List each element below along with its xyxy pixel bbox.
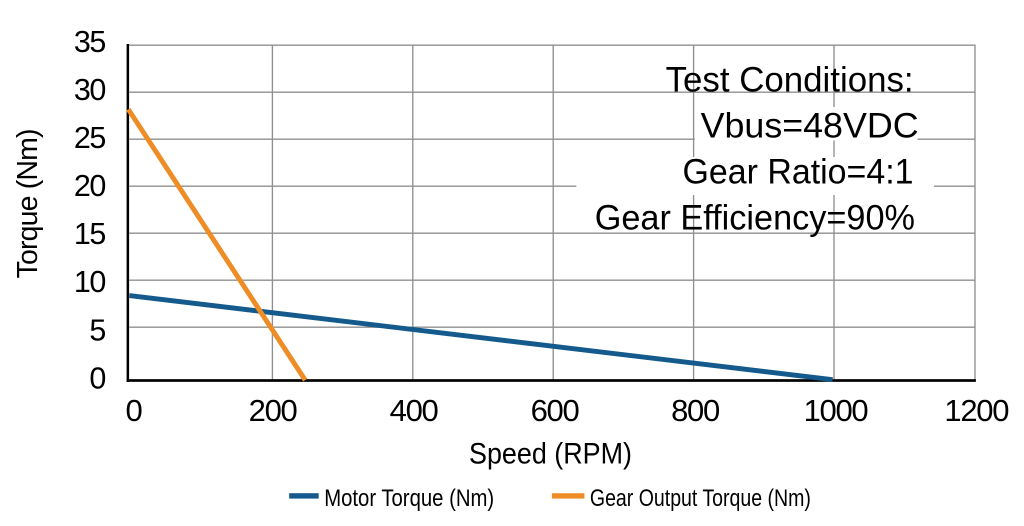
svg-text:1200: 1200: [944, 393, 1009, 428]
svg-text:15: 15: [74, 217, 105, 251]
svg-text:35: 35: [74, 25, 105, 59]
svg-text:Gear Ratio=4:1: Gear Ratio=4:1: [683, 152, 914, 191]
svg-text:200: 200: [249, 393, 298, 428]
svg-text:Gear Output Torque (Nm): Gear Output Torque (Nm): [590, 485, 811, 512]
svg-text:400: 400: [390, 393, 439, 428]
svg-text:Vbus=48VDC: Vbus=48VDC: [701, 106, 919, 145]
svg-text:20: 20: [74, 169, 105, 203]
svg-text:Gear Efficiency=90%: Gear Efficiency=90%: [595, 198, 915, 237]
svg-text:800: 800: [671, 393, 720, 428]
svg-text:25: 25: [74, 121, 105, 155]
svg-text:600: 600: [531, 393, 580, 428]
svg-text:0: 0: [126, 393, 143, 428]
svg-text:30: 30: [74, 73, 105, 107]
svg-text:10: 10: [74, 265, 105, 299]
svg-text:5: 5: [89, 313, 105, 347]
svg-text:Torque (Nm): Torque (Nm): [12, 129, 44, 278]
svg-text:Motor Torque (Nm): Motor Torque (Nm): [324, 485, 494, 512]
svg-text:0: 0: [89, 361, 105, 395]
svg-text:1000: 1000: [804, 393, 869, 428]
svg-text:Test Conditions:: Test Conditions:: [666, 61, 914, 100]
svg-text:Speed (RPM): Speed (RPM): [469, 437, 632, 470]
